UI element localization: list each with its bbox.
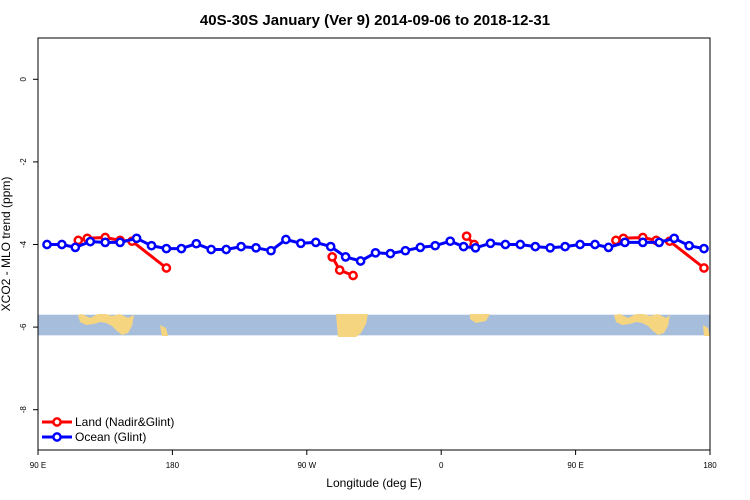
ocean-point bbox=[236, 241, 246, 252]
map-land bbox=[160, 325, 168, 336]
series-ocean bbox=[42, 233, 709, 266]
ocean-point bbox=[191, 238, 202, 249]
ocean-point bbox=[70, 242, 81, 253]
ocean-point bbox=[637, 237, 648, 248]
ocean-point bbox=[42, 239, 52, 250]
ocean-point bbox=[176, 243, 187, 254]
ocean-point bbox=[310, 237, 321, 248]
y-axis: 0 -2 -4 -6 -8 bbox=[19, 77, 38, 414]
ocean-point bbox=[603, 242, 614, 253]
map-land bbox=[78, 314, 134, 335]
ocean-point bbox=[620, 237, 630, 248]
ocean-point bbox=[515, 239, 526, 250]
land-point bbox=[699, 263, 709, 273]
legend-ocean-marker bbox=[52, 432, 62, 442]
land-point bbox=[461, 231, 472, 242]
ocean-point bbox=[445, 236, 456, 247]
ocean-point bbox=[266, 245, 276, 256]
ocean-point bbox=[100, 237, 111, 248]
y-tick-label: -8 bbox=[19, 406, 28, 414]
ocean-point bbox=[206, 244, 217, 255]
ocean-point bbox=[590, 239, 600, 250]
ocean-point bbox=[575, 239, 585, 250]
ocean-point bbox=[699, 243, 709, 254]
x-tick-label: 0 bbox=[439, 461, 444, 470]
ocean-point bbox=[85, 236, 96, 247]
ocean-point bbox=[221, 244, 232, 255]
series-layer bbox=[42, 231, 709, 281]
ocean-point bbox=[131, 233, 142, 244]
legend-ocean-label: Ocean (Glint) bbox=[75, 430, 146, 444]
ocean-point bbox=[400, 245, 411, 256]
ocean-point bbox=[415, 242, 426, 253]
ocean-point bbox=[251, 242, 261, 253]
x-axis: 90 E 180 90 W 0 90 E 180 bbox=[30, 450, 717, 470]
chart-title: 40S-30S January (Ver 9) 2014-09-06 to 20… bbox=[200, 12, 550, 29]
ocean-point bbox=[669, 233, 680, 244]
map-land bbox=[614, 314, 670, 335]
ocean-point bbox=[545, 242, 556, 253]
x-axis-label: Longitude (deg E) bbox=[326, 476, 421, 490]
legend: Land (Nadir&Glint) Ocean (Glint) bbox=[42, 415, 174, 444]
ocean-point bbox=[530, 241, 541, 252]
y-tick-label: -4 bbox=[19, 240, 28, 248]
land-point bbox=[348, 270, 358, 281]
x-tick-label: 90 W bbox=[297, 461, 316, 470]
ocean-point bbox=[654, 237, 665, 248]
ocean-point bbox=[57, 239, 67, 250]
ocean-point bbox=[458, 241, 469, 252]
x-tick-label: 180 bbox=[166, 461, 180, 470]
legend-land-label: Land (Nadir&Glint) bbox=[75, 415, 174, 429]
ocean-point bbox=[684, 240, 694, 251]
legend-land-marker bbox=[52, 417, 62, 427]
ocean-point bbox=[146, 240, 157, 251]
ocean-point bbox=[161, 243, 172, 254]
ocean-point bbox=[295, 238, 306, 249]
land-point bbox=[327, 252, 338, 262]
ocean-point bbox=[325, 241, 336, 252]
ocean-point bbox=[430, 240, 441, 251]
map-land bbox=[470, 314, 490, 323]
y-tick-label: -2 bbox=[19, 158, 28, 166]
y-axis-label: XCO2 - MLO trend (ppm) bbox=[0, 177, 13, 312]
ocean-point bbox=[385, 248, 396, 259]
ocean-point bbox=[470, 242, 481, 253]
map-band bbox=[38, 314, 710, 337]
x-tick-label: 90 E bbox=[567, 461, 583, 470]
ocean-point bbox=[485, 238, 496, 249]
x-tick-label: 180 bbox=[703, 461, 717, 470]
ocean-point bbox=[281, 234, 291, 245]
ocean-point bbox=[355, 256, 366, 266]
map-ocean bbox=[38, 314, 710, 336]
land-point bbox=[334, 265, 345, 275]
ocean-point bbox=[500, 239, 511, 250]
x-tick-label: 90 E bbox=[30, 461, 46, 470]
y-tick-label: 0 bbox=[19, 77, 28, 82]
map-land bbox=[703, 325, 710, 336]
ocean-point bbox=[340, 252, 351, 262]
ocean-point bbox=[370, 247, 381, 258]
y-tick-label: -6 bbox=[19, 323, 28, 331]
ocean-point bbox=[115, 237, 125, 248]
land-point bbox=[161, 263, 172, 273]
ocean-point bbox=[560, 241, 570, 252]
map-land bbox=[336, 314, 368, 337]
